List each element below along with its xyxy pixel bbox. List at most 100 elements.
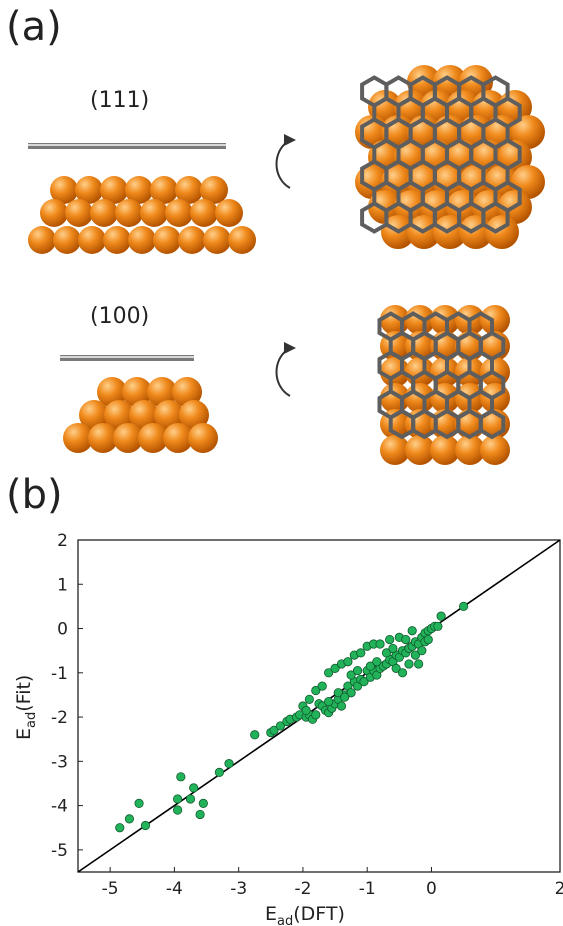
data-point xyxy=(356,648,366,658)
data-point xyxy=(311,685,321,696)
metal-atom xyxy=(190,199,218,227)
data-point xyxy=(330,663,340,673)
metal-atom xyxy=(128,226,156,254)
metal-atom xyxy=(480,305,510,335)
metal-slab-111 xyxy=(28,176,256,254)
data-point xyxy=(401,634,411,645)
metal-atom xyxy=(381,165,415,199)
y-tick-label: 1 xyxy=(57,575,68,595)
data-point xyxy=(381,648,392,658)
x-tick-label: 0 xyxy=(426,879,437,899)
metal-atom xyxy=(455,435,485,465)
carbon-hexagon xyxy=(478,408,506,440)
metal-atom xyxy=(113,423,143,453)
metal-atom xyxy=(115,199,143,227)
data-point xyxy=(375,639,385,649)
metal-atom xyxy=(100,176,128,204)
metal-atom xyxy=(394,190,428,224)
x-tick-label: -5 xyxy=(102,879,119,899)
metal-atom xyxy=(165,199,193,227)
data-point xyxy=(189,783,199,793)
data-point xyxy=(433,621,443,631)
data-point xyxy=(140,820,151,831)
data-point xyxy=(115,823,125,833)
metal-atom xyxy=(97,377,127,407)
data-point xyxy=(324,696,334,707)
y-tick-label: 0 xyxy=(57,620,68,640)
metal-atom xyxy=(65,199,93,227)
metal-atom xyxy=(179,400,209,430)
data-point xyxy=(224,758,234,769)
cluster-top-view-111 xyxy=(355,65,545,249)
data-points xyxy=(115,601,469,833)
metal-atom xyxy=(40,199,68,227)
y-axis-title: Ead(Fit) xyxy=(13,675,39,740)
metal-atom xyxy=(88,423,118,453)
y-tick-label: -4 xyxy=(51,797,68,817)
data-point xyxy=(343,657,353,667)
rotation-arrow-icon xyxy=(275,134,296,189)
data-point xyxy=(250,730,260,740)
data-point xyxy=(391,663,401,673)
data-point xyxy=(359,677,369,687)
graphene-sheet-side-111 xyxy=(28,143,226,149)
cluster-top-view-100 xyxy=(377,305,510,465)
metal-atom xyxy=(203,226,231,254)
metal-atom xyxy=(368,90,402,124)
data-point xyxy=(414,659,424,669)
data-point xyxy=(458,601,469,612)
metal-atom xyxy=(405,435,435,465)
x-tick-label: -1 xyxy=(359,879,376,899)
metal-slab-100 xyxy=(63,377,218,453)
x-tick-labels: -5 -4 -3 -2 -1 0 2 xyxy=(102,879,563,899)
data-point xyxy=(410,650,420,660)
metal-atom xyxy=(50,176,78,204)
metal-atom xyxy=(178,226,206,254)
data-point xyxy=(340,692,350,702)
data-point xyxy=(333,688,343,698)
metal-atom xyxy=(163,423,193,453)
metal-atom xyxy=(75,176,103,204)
data-point xyxy=(124,814,135,824)
metal-atom xyxy=(498,140,532,174)
metal-atom xyxy=(430,435,460,465)
data-point xyxy=(214,767,224,778)
metal-atom xyxy=(122,377,152,407)
data-point xyxy=(336,701,347,711)
metal-atom xyxy=(140,199,168,227)
x-tick-label: -3 xyxy=(230,879,247,899)
facet-100-label: (100) xyxy=(90,304,150,329)
metal-atom xyxy=(188,423,218,453)
metal-atom xyxy=(215,199,243,227)
data-point xyxy=(173,805,183,815)
metal-atom xyxy=(153,226,181,254)
data-point xyxy=(352,665,363,676)
metal-atom xyxy=(394,90,428,124)
metal-atom xyxy=(368,190,402,224)
data-point xyxy=(346,688,356,698)
data-point xyxy=(365,661,376,671)
data-point xyxy=(301,705,311,716)
metal-atom xyxy=(175,176,203,204)
data-point xyxy=(269,725,279,735)
data-point xyxy=(397,668,408,678)
metal-atom xyxy=(79,400,109,430)
plot-axes xyxy=(77,539,561,873)
data-point xyxy=(388,643,398,654)
x-axis-title: Ead(DFT) xyxy=(265,903,345,926)
metal-atom xyxy=(125,176,153,204)
panel-a-label: (a) xyxy=(6,4,62,50)
metal-atom xyxy=(172,377,202,407)
metal-atom xyxy=(407,65,441,99)
metal-atom xyxy=(138,423,168,453)
metal-atom xyxy=(147,377,177,407)
data-point xyxy=(311,710,321,720)
metal-atom xyxy=(200,176,228,204)
y-tick-label: 2 xyxy=(57,531,68,551)
y-tick-label: -2 xyxy=(51,708,68,728)
metal-atom xyxy=(485,215,519,249)
data-point xyxy=(404,659,414,669)
carbon-hexagon xyxy=(481,201,510,234)
metal-atom xyxy=(228,226,256,254)
graphene-sheet-side-100 xyxy=(60,355,194,361)
